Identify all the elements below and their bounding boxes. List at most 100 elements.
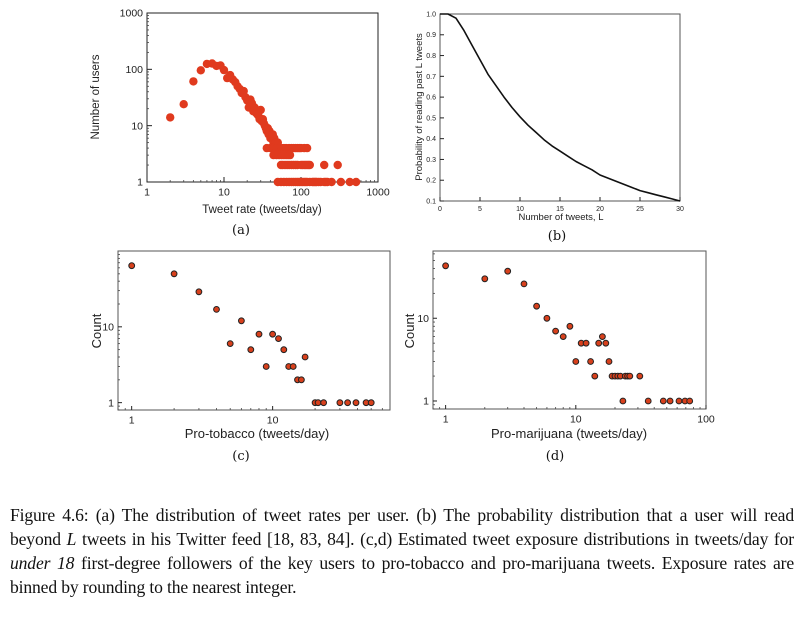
x-tick-label: 10: [570, 414, 582, 426]
data-point: [442, 262, 450, 270]
data-point: [285, 150, 295, 160]
data-point: [675, 397, 683, 405]
data-point: [344, 399, 352, 407]
data-point: [352, 399, 360, 407]
x-tick-label: 1: [443, 414, 449, 426]
data-point: [599, 333, 606, 341]
panel-c-pro-tobacco-exposure: 1 10 1 10 Pro-tobacco (tweets/day) Count (c…: [89, 250, 391, 464]
data-point: [302, 143, 312, 153]
data-point: [179, 100, 188, 109]
x-tick-label: 5: [478, 206, 482, 213]
data-point: [367, 399, 375, 407]
panel-a-ticks: 1 10 100 1000 1 10 100 1000: [120, 8, 390, 199]
panel-d-ticks: 1 10 100 1 10: [417, 253, 715, 426]
panel-b-sublabel: (b): [548, 229, 566, 244]
data-point: [333, 160, 342, 170]
panel-c-sublabel: (c): [232, 449, 249, 464]
y-tick-label: 0.6: [426, 95, 436, 102]
data-point: [605, 358, 613, 365]
y-tick-label: 1000: [120, 8, 144, 20]
y-tick-label: 100: [125, 64, 143, 76]
data-point: [336, 177, 346, 187]
data-point: [644, 397, 652, 405]
series-line: [440, 13, 681, 202]
data-point: [543, 314, 551, 322]
data-point: [170, 270, 178, 278]
data-point: [305, 160, 314, 170]
x-tick-label: 10: [516, 206, 524, 213]
x-tick-label: 15: [556, 206, 564, 213]
data-point: [247, 346, 255, 354]
y-tick-label: 10: [102, 322, 114, 334]
panel-a-xlabel: Tweet rate (tweets/day): [202, 204, 322, 216]
y-tick-label: 0.8: [426, 53, 436, 60]
data-point: [314, 399, 322, 407]
data-point: [595, 339, 603, 347]
x-tick-label: 100: [292, 187, 310, 199]
figure-caption: Figure 4.6: (a) The distribution of twee…: [10, 503, 794, 599]
panel-a-sublabel: (a): [232, 223, 250, 238]
x-tick-label: 25: [636, 206, 644, 213]
x-tick-label: 1: [144, 187, 150, 199]
data-point: [213, 306, 220, 313]
caption-variable-L: L: [66, 529, 77, 549]
data-point: [504, 267, 512, 275]
y-tick-label: 0.1: [426, 198, 436, 205]
data-point: [552, 327, 559, 335]
data-point: [195, 288, 203, 296]
y-tick-label: 1: [423, 396, 429, 408]
panel-c-plot-frame: [117, 250, 391, 411]
data-point: [280, 346, 288, 354]
data-point: [686, 397, 694, 405]
data-point: [320, 399, 328, 407]
panel-d-sublabel: (d): [546, 449, 564, 464]
data-point: [327, 177, 336, 187]
x-tick-label: 20: [596, 206, 604, 213]
panel-d-xlabel: Pro-marijuana (tweets/day): [491, 426, 647, 441]
caption-part2: tweets in his Twitter feed [18, 83, 84].…: [76, 529, 795, 549]
data-point: [289, 363, 297, 370]
data-point: [582, 339, 590, 347]
y-tick-label: 10: [417, 313, 429, 325]
data-point: [320, 160, 329, 170]
data-point: [587, 358, 594, 365]
data-point: [566, 322, 574, 330]
panel-c-ylabel: Count: [89, 313, 104, 348]
data-point: [275, 335, 282, 343]
y-tick-label: 1: [108, 397, 114, 409]
data-point: [219, 65, 229, 75]
panel-b-lines: [440, 13, 681, 202]
data-point: [262, 363, 270, 370]
y-tick-label: 0.2: [426, 178, 436, 185]
data-point: [351, 177, 361, 187]
x-tick-label: 10: [267, 415, 279, 427]
data-point: [336, 399, 344, 407]
data-point: [238, 317, 245, 325]
data-point: [533, 302, 540, 310]
data-point: [591, 372, 599, 380]
panel-d-plot-frame: [432, 250, 707, 410]
data-point: [636, 372, 644, 380]
panel-b-reading-probability: 0 5 10 15 20 25 30 0.1 0.2 0.3 0.4 0.5 0.6 0.7 0.8 0.9 1…: [414, 11, 684, 244]
panel-b-xlabel: Number of tweets, L: [518, 212, 603, 223]
panel-a-points: [166, 59, 361, 187]
y-tick-label: 0.9: [426, 32, 436, 39]
panel-d-ylabel: Count: [402, 313, 417, 348]
panel-b-ticks: 0 5 10 15 20 25 30 0.1 0.2 0.3 0.4 0.5 0.6 0.7 0.8 0.9 1…: [426, 11, 684, 213]
y-tick-label: 0.3: [426, 157, 436, 164]
x-tick-label: 100: [697, 414, 715, 426]
caption-part1: (a) The distribution of tweet rates per …: [10, 505, 794, 549]
panel-a-tweet-rate-distribution: 1 10 100 1000 1 10 100 1000 Tweet rate (tweets/…: [90, 8, 390, 238]
data-point: [626, 372, 634, 380]
caption-label: Figure 4.6:: [10, 505, 89, 525]
data-point: [196, 66, 205, 75]
data-point: [572, 358, 580, 365]
panel-d-points: [442, 262, 694, 405]
data-point: [189, 77, 198, 86]
data-point: [301, 353, 309, 361]
data-point: [520, 280, 528, 288]
data-point: [666, 397, 674, 405]
y-tick-label: 1: [137, 177, 143, 189]
x-tick-label: 10: [218, 187, 230, 199]
